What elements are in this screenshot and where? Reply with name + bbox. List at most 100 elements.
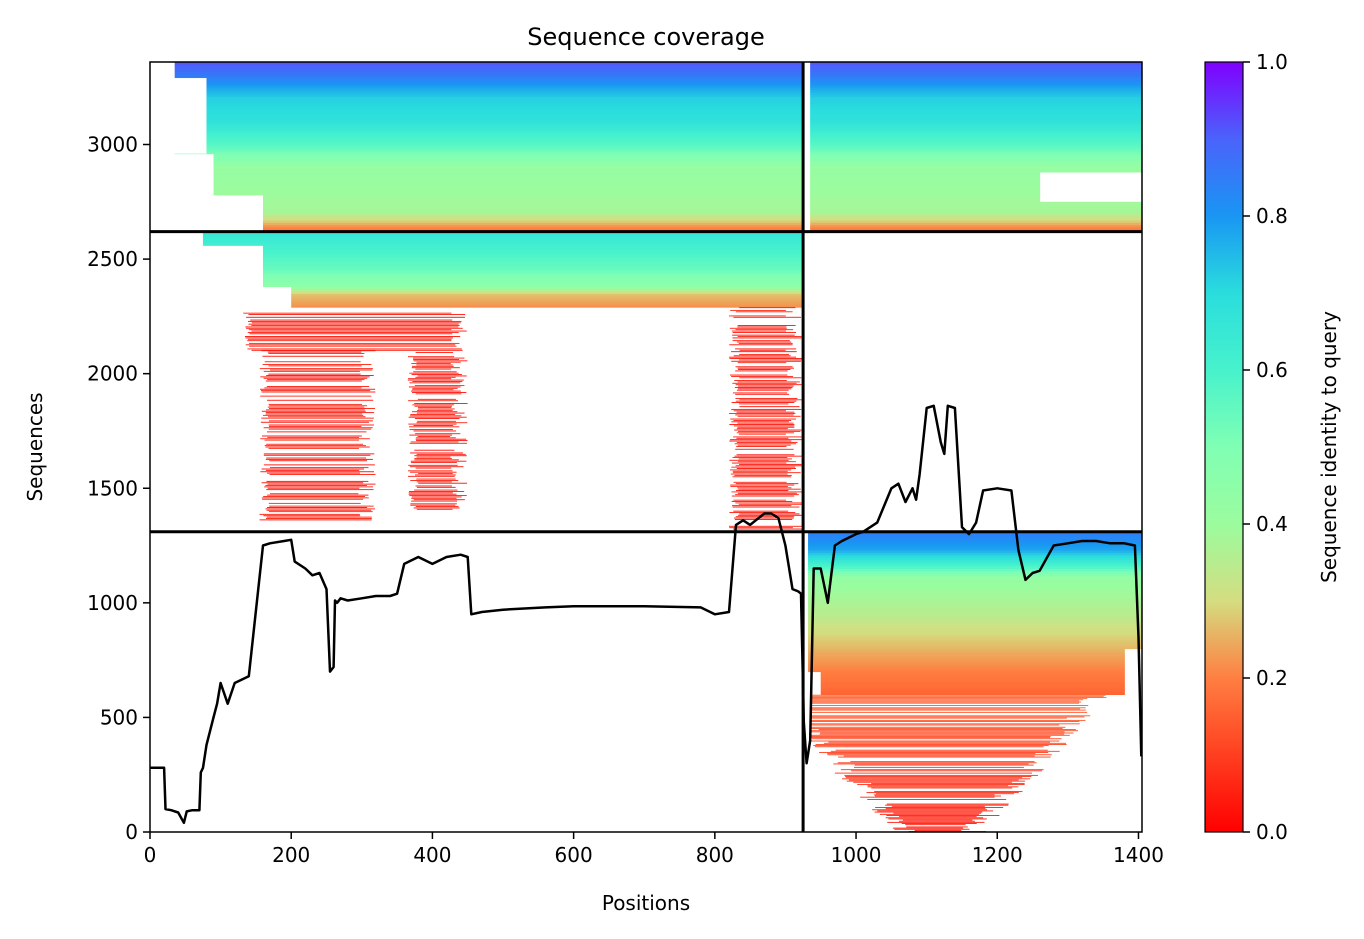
coverage-row-low-identity (851, 770, 1043, 772)
y-tick-label: 0 (125, 820, 138, 844)
coverage-row-b-only (808, 600, 1142, 604)
coverage-row-low-identity (810, 730, 1079, 732)
coverage-row-a (262, 220, 804, 223)
y-axis-label: Sequences (23, 392, 47, 501)
coverage-row-b-only (808, 559, 1142, 563)
coverage-row-b (810, 89, 1142, 93)
coverage-row-a (174, 100, 804, 104)
coverage-row-low-identity (268, 353, 365, 354)
coverage-row-low-identity (730, 309, 786, 311)
coverage-row-b (810, 103, 1142, 107)
coverage-row-low-identity (269, 505, 374, 507)
coverage-row-low-identity (810, 723, 1080, 725)
coverage-row-low-identity (735, 370, 788, 372)
coverage-row-low-identity (867, 785, 1009, 787)
coverage-row-low-identity (415, 467, 452, 469)
coverage-row-a (262, 227, 804, 230)
coverage-row-b-only (808, 630, 1142, 634)
coverage-row-low-identity (854, 764, 1034, 766)
coverage-row-low-identity (417, 409, 453, 411)
coverage-row-low-identity (410, 441, 459, 443)
coverage-row-low-identity (416, 508, 453, 510)
coverage-row-low-identity (418, 473, 453, 475)
coverage-row-low-identity (729, 315, 786, 317)
coverage-row-low-identity (845, 776, 1032, 777)
coverage-row-low-identity (408, 386, 461, 388)
coverage-row-b-only (808, 570, 1142, 574)
coverage-row-a (174, 114, 804, 118)
coverage-row-a (174, 130, 804, 134)
coverage-row-low-identity (819, 733, 1065, 735)
coverage-row-b (810, 201, 1142, 205)
coverage-row-b (810, 68, 1142, 72)
coverage-row-low-identity (410, 462, 457, 464)
coverage-row-a (174, 110, 804, 113)
coverage-row-a (174, 68, 804, 72)
coverage-row-b (810, 183, 1041, 187)
coverage-row-low-identity (810, 719, 1086, 721)
coverage-row-b (810, 199, 1041, 203)
coverage-row-low-identity (735, 414, 794, 416)
coverage-row-low-identity (266, 516, 372, 518)
coverage-row-b (810, 96, 1142, 100)
coverage-row-low-identity (810, 724, 1060, 726)
coverage-row-low-identity (261, 391, 376, 393)
coverage-row-b-only (820, 692, 1125, 695)
coverage-row-b (810, 224, 1142, 228)
coverage-row-low-identity (409, 495, 467, 497)
coverage-row-b-only (808, 641, 1142, 645)
coverage-row-a-only (202, 236, 804, 239)
coverage-row-low-identity (729, 527, 793, 529)
coverage-row-low-identity (415, 485, 452, 487)
coverage-row-low-identity (886, 815, 1000, 816)
coverage-row-low-identity (738, 458, 792, 460)
coverage-row-low-identity (735, 465, 803, 467)
coverage-row-b-only (808, 634, 1142, 638)
coverage-row-low-identity (810, 707, 1086, 709)
coverage-row-b (810, 153, 1142, 157)
coverage-row-a (174, 133, 804, 136)
coverage-row-low-identity (738, 342, 793, 344)
coverage-row-low-identity (902, 819, 973, 821)
coverage-row-low-identity (262, 355, 364, 357)
coverage-row-low-identity (813, 745, 1049, 747)
coverage-row-b-only (808, 644, 1142, 647)
coverage-row-low-identity (407, 356, 455, 358)
coverage-row-low-identity (819, 752, 1049, 753)
coverage-row-b-only (808, 662, 1125, 666)
coverage-row-low-identity (810, 717, 1067, 719)
coverage-row-a (213, 165, 804, 168)
coverage-row-low-identity (874, 795, 1001, 797)
x-tick-label: 600 (555, 843, 593, 867)
coverage-row-low-identity (739, 399, 802, 401)
coverage-row-low-identity (413, 425, 454, 426)
coverage-row-a (213, 174, 804, 178)
coverage-row-a-only (262, 268, 804, 272)
coverage-row-low-identity (737, 381, 800, 383)
coverage-row-a (174, 139, 804, 143)
y-tick-label: 3000 (87, 133, 138, 157)
coverage-row-a (174, 73, 804, 77)
coverage-row-low-identity (263, 377, 368, 379)
coverage-row-low-identity (733, 436, 803, 438)
coverage-row-low-identity (731, 491, 803, 493)
coverage-row-b-only (808, 550, 1142, 553)
colorbar-ticks: 0.0 0.2 0.4 0.6 0.8 1.0 (1243, 50, 1288, 844)
coverage-row-b-only (808, 573, 1142, 576)
coverage-row-b-only (808, 664, 1125, 668)
coverage-row-low-identity (835, 749, 1048, 751)
coverage-row-low-identity (251, 325, 460, 326)
coverage-row-low-identity (267, 483, 376, 485)
coverage-row-low-identity (414, 385, 465, 387)
coverage-row-a (174, 121, 804, 125)
coverage-row-low-identity (411, 500, 458, 502)
coverage-row-low-identity (408, 400, 458, 402)
coverage-row-low-identity (408, 491, 465, 492)
coverage-row-b-only (808, 536, 1142, 540)
coverage-row-low-identity (840, 769, 1044, 771)
coverage-row-low-identity (409, 434, 453, 436)
coverage-row-b-only (808, 605, 1142, 608)
coverage-row-b-only (808, 650, 1125, 654)
coverage-row-low-identity (885, 808, 986, 810)
